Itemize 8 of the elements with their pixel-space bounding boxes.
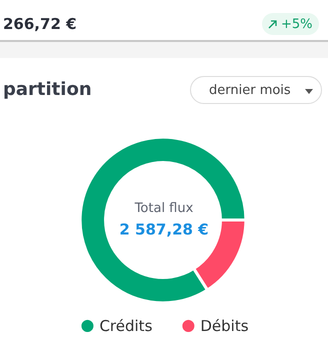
dropdown: dernier mois [190, 76, 322, 104]
legend-label: Débits [200, 317, 249, 335]
text: 266,72 € [3, 15, 77, 33]
legend-label: Crédits [99, 317, 153, 335]
chart-title: partition [3, 79, 92, 100]
text: Total flux [134, 201, 194, 216]
text: +5% [281, 16, 313, 32]
text: 2 587,28 € [119, 220, 209, 238]
